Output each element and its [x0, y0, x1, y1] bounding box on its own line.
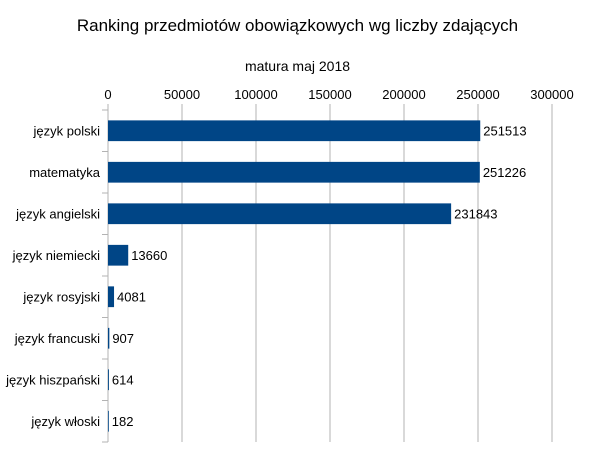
- data-label: 231843: [454, 206, 497, 221]
- data-label: 614: [112, 372, 134, 387]
- data-label: 907: [112, 331, 134, 346]
- x-tick-label: 100000: [234, 87, 277, 102]
- category-label: matematyka: [29, 165, 101, 180]
- x-tick-label: 150000: [308, 87, 351, 102]
- category-label: język włoski: [30, 414, 100, 429]
- x-tick-label: 300000: [530, 87, 573, 102]
- bar: [108, 203, 452, 225]
- x-tick-label: 200000: [382, 87, 425, 102]
- bar: [108, 286, 115, 308]
- bar: [108, 369, 109, 391]
- chart-title: Ranking przedmiotów obowiązkowych wg lic…: [76, 16, 519, 35]
- data-label: 251226: [483, 165, 526, 180]
- bar: [108, 161, 480, 183]
- data-label: 4081: [117, 289, 146, 304]
- category-label: język polski: [33, 123, 101, 138]
- chart-subtitle: matura maj 2018: [244, 58, 351, 74]
- bar: [108, 327, 110, 349]
- category-label: język angielski: [15, 206, 100, 221]
- category-label: język francuski: [14, 331, 100, 346]
- data-label: 251513: [483, 123, 526, 138]
- x-tick-label: 250000: [456, 87, 499, 102]
- bar: [108, 244, 129, 266]
- category-label: język niemiecki: [12, 248, 101, 263]
- bar: [108, 410, 109, 432]
- data-label: 13660: [131, 248, 167, 263]
- x-tick-label: 50000: [164, 87, 200, 102]
- bar: [108, 120, 481, 142]
- category-label: język rosyjski: [22, 289, 100, 304]
- data-label: 182: [112, 414, 134, 429]
- category-label: język hiszpański: [5, 372, 100, 387]
- x-tick-label: 0: [104, 87, 111, 102]
